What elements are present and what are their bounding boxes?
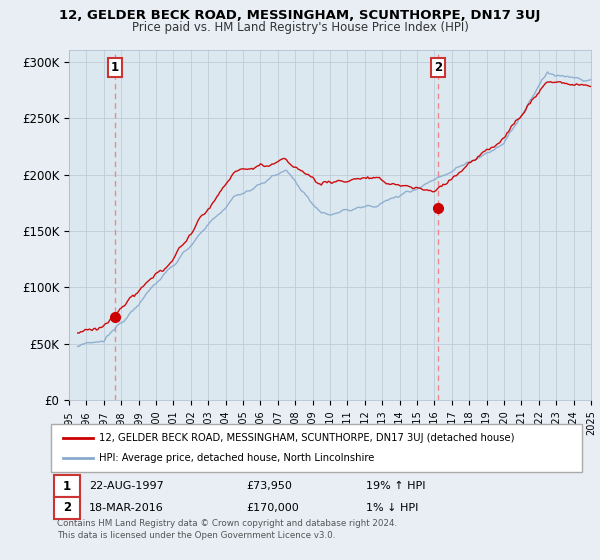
Text: 1: 1 — [63, 479, 71, 493]
Text: £73,950: £73,950 — [246, 481, 292, 491]
Text: 12, GELDER BECK ROAD, MESSINGHAM, SCUNTHORPE, DN17 3UJ: 12, GELDER BECK ROAD, MESSINGHAM, SCUNTH… — [59, 9, 541, 22]
Text: 19% ↑ HPI: 19% ↑ HPI — [366, 481, 425, 491]
Text: £170,000: £170,000 — [246, 503, 299, 513]
Text: 18-MAR-2016: 18-MAR-2016 — [89, 503, 164, 513]
Text: 22-AUG-1997: 22-AUG-1997 — [89, 481, 164, 491]
Text: 2: 2 — [63, 501, 71, 515]
Text: Contains HM Land Registry data © Crown copyright and database right 2024.
This d: Contains HM Land Registry data © Crown c… — [57, 519, 397, 540]
Text: 2: 2 — [434, 61, 442, 74]
Text: HPI: Average price, detached house, North Lincolnshire: HPI: Average price, detached house, Nort… — [99, 452, 374, 463]
Text: 12, GELDER BECK ROAD, MESSINGHAM, SCUNTHORPE, DN17 3UJ (detached house): 12, GELDER BECK ROAD, MESSINGHAM, SCUNTH… — [99, 433, 515, 444]
Text: 1% ↓ HPI: 1% ↓ HPI — [366, 503, 418, 513]
Text: Price paid vs. HM Land Registry's House Price Index (HPI): Price paid vs. HM Land Registry's House … — [131, 21, 469, 35]
Text: 1: 1 — [110, 61, 119, 74]
